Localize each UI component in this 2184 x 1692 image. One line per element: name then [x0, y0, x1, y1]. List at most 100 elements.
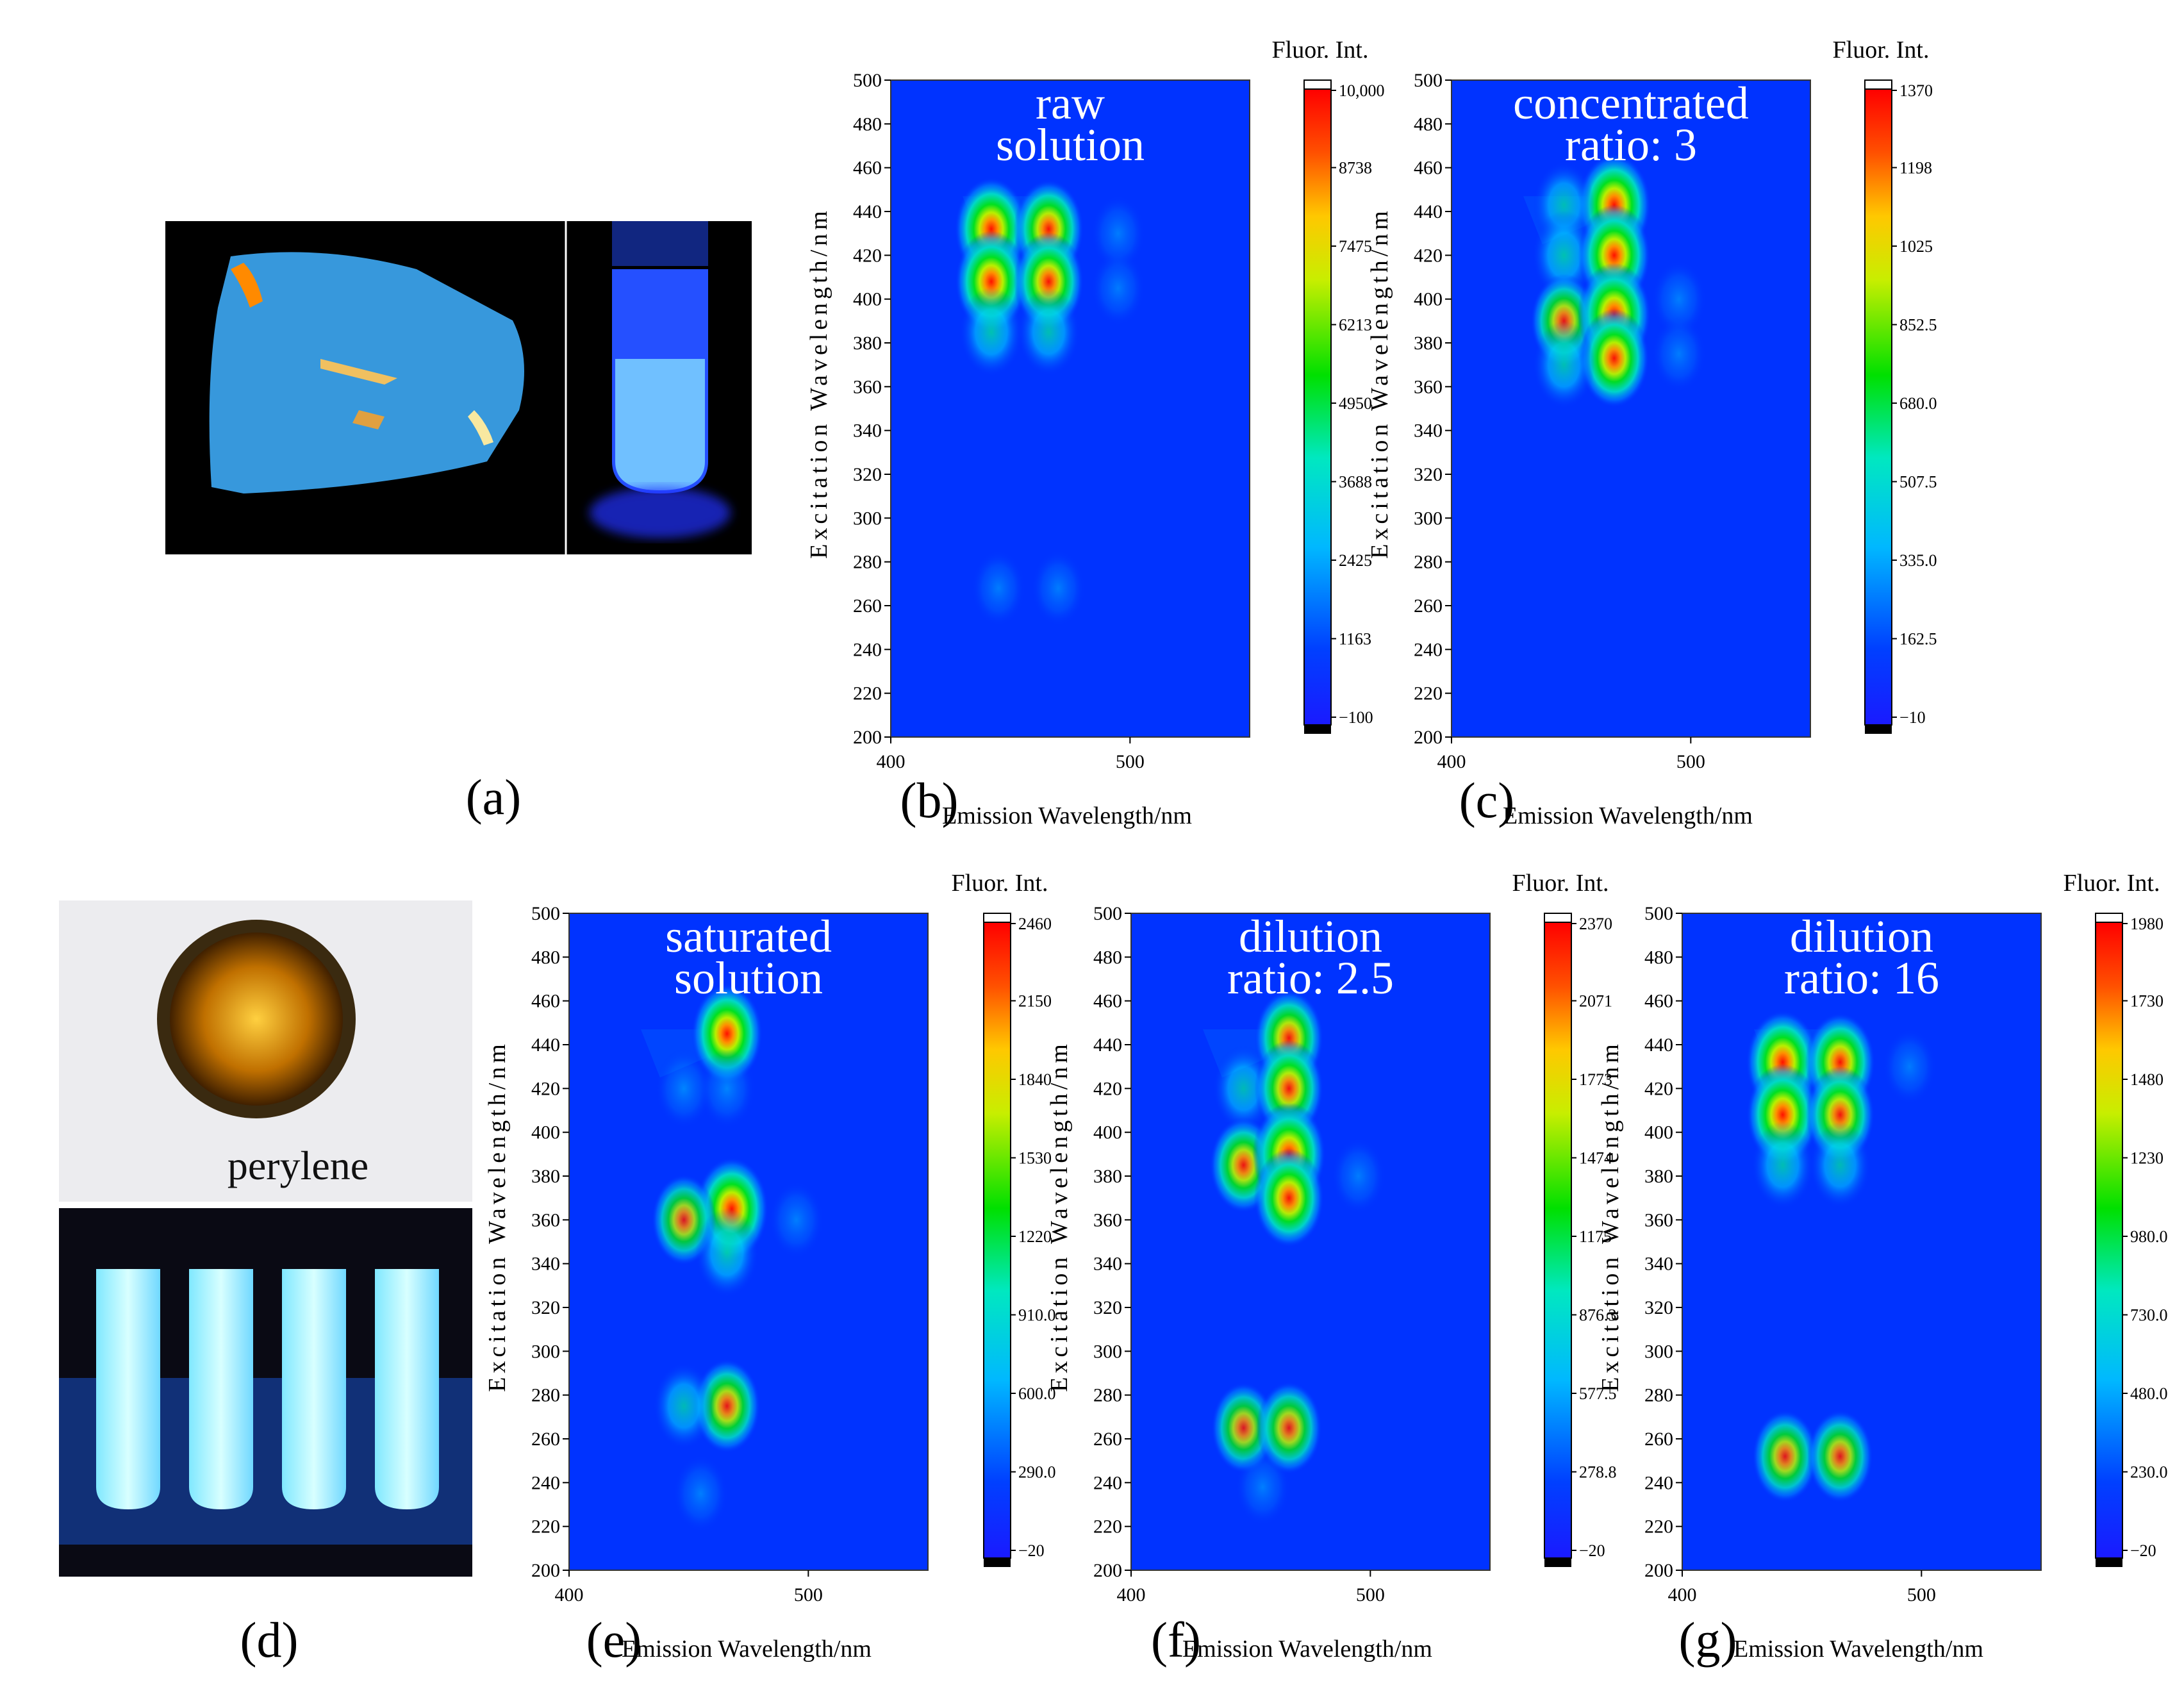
colorbar-over [1303, 79, 1332, 90]
y-axis-label: Excitation Wavelength/nm [484, 1040, 511, 1392]
colorbar-title: Fluor. Int. [2064, 870, 2160, 897]
heatmap-peak [653, 1363, 715, 1450]
vial-cap [612, 221, 708, 266]
y-tick-label: 240 [1093, 1472, 1122, 1493]
colorbar-tick-label: 1220 [1018, 1227, 1052, 1246]
y-tick-label: 260 [1644, 1429, 1673, 1450]
heatmap-peak [1532, 320, 1596, 409]
y-tick-label: 400 [1644, 1122, 1673, 1143]
x-tick-label: 400 [1117, 1584, 1146, 1605]
x-axis-label: Emission Wavelength/nm [1733, 1636, 1983, 1663]
colorbar-tick-label: 507.5 [1899, 473, 1937, 492]
colorbar-tick-label: 730.0 [2130, 1306, 2168, 1325]
colorbar-tick-label: 680.0 [1899, 394, 1937, 413]
y-tick-label: 340 [1414, 420, 1443, 442]
colorbar-under [1544, 1558, 1571, 1567]
x-tick-label: 500 [1356, 1584, 1385, 1605]
y-tick-label: 220 [531, 1516, 560, 1538]
colorbar-tick-label: 278.8 [1579, 1463, 1617, 1482]
x-axis-label: Emission Wavelength/nm [1182, 1636, 1432, 1663]
y-tick-label: 460 [1644, 991, 1673, 1012]
chart-title-line: dilution [1239, 911, 1382, 962]
tube [375, 1269, 439, 1509]
plot-frame [568, 913, 929, 1571]
heatmap-peak [699, 1048, 756, 1129]
tube [282, 1269, 346, 1509]
y-axis-label: Excitation Wavelength/nm [1597, 1040, 1624, 1392]
chart-c: 200 220 240 260 280 300 320 340 360 380 400 420 440 4… [1366, 37, 1937, 829]
panel-label-f: (f) [1151, 1612, 1201, 1668]
heatmap-peak [1651, 315, 1706, 392]
colorbar-tick-label: 7475 [1339, 237, 1372, 256]
y-tick-label: 500 [1414, 70, 1443, 91]
y-tick-label: 340 [1644, 1254, 1673, 1275]
panel-label-a: (a) [466, 769, 522, 825]
amber-inclusion [231, 263, 263, 308]
amber-inclusion [468, 410, 493, 445]
x-axis-label: Emission Wavelength/nm [622, 1636, 872, 1663]
y-tick-label: 460 [1093, 991, 1122, 1012]
y-tick-label: 500 [531, 903, 560, 924]
y-tick-label: 400 [853, 289, 882, 310]
y-tick-label: 280 [531, 1385, 560, 1406]
heatmap-layer [954, 177, 1145, 626]
y-tick-label: 440 [1644, 1034, 1673, 1056]
y-tick-label: 260 [1414, 595, 1443, 617]
heatmap-peak [1809, 1122, 1871, 1209]
colorbar-tick-label: 1480 [2130, 1070, 2163, 1089]
chart-title-line: ratio: 2.5 [1227, 952, 1394, 1004]
colorbar-tick-label: −100 [1339, 708, 1373, 727]
heatmap-peak [673, 1455, 728, 1532]
x-tick-label: 500 [1907, 1584, 1936, 1605]
colorbar-title: Fluor. Int. [1512, 870, 1609, 897]
chart-title-line: solution [674, 952, 823, 1004]
colorbar-tick-label: 10,000 [1339, 81, 1385, 100]
colorbar-title: Fluor. Int. [1833, 37, 1930, 63]
heatmap-layer [1746, 1010, 1937, 1503]
x-tick-label: 500 [1116, 751, 1145, 772]
x-tick-label: 500 [794, 1584, 823, 1605]
colorbar-tick-label: 230.0 [2130, 1463, 2168, 1482]
y-tick-label: 500 [853, 70, 882, 91]
heatmap-peak [1807, 1410, 1873, 1503]
chart-title-line: concentrated [1513, 78, 1749, 129]
heatmap-peak [655, 1048, 713, 1129]
y-tick-label: 220 [1093, 1516, 1122, 1538]
colorbar [1544, 922, 1572, 1559]
charts: 200 220 240 260 280 300 320 340 360 380 400 420 440 4… [484, 37, 2168, 1668]
y-tick-label: 440 [531, 1034, 560, 1056]
plot-frame [1130, 913, 1491, 1571]
colorbar-tick-label: 600.0 [1018, 1384, 1056, 1403]
heatmap-peak [1091, 250, 1145, 326]
x-tick-label: 500 [1676, 751, 1705, 772]
y-tick-label: 240 [1414, 639, 1443, 660]
y-tick-label: 320 [853, 464, 882, 485]
heatmap-peak [1253, 1149, 1325, 1248]
y-tick-label: 280 [853, 552, 882, 573]
y-tick-label: 480 [853, 113, 882, 135]
y-tick-label: 200 [1644, 1560, 1673, 1581]
colorbar-tick-label: 1980 [2130, 915, 2163, 933]
heatmap-layer [1203, 989, 1386, 1526]
colorbar [2095, 922, 2123, 1559]
colorbar-tick-label: 1730 [2130, 992, 2163, 1011]
colorbar-tick-label: 2460 [1018, 915, 1052, 933]
y-tick-label: 440 [853, 201, 882, 222]
y-tick-label: 400 [1093, 1122, 1122, 1143]
colorbar-tick-label: 1773 [1579, 1070, 1612, 1089]
heatmap-peak [1017, 288, 1080, 376]
y-tick-label: 420 [853, 245, 882, 266]
y-tick-label: 460 [531, 991, 560, 1012]
colorbar-under [2096, 1558, 2122, 1567]
heatmap-layer [641, 983, 824, 1532]
colorbar-tick-label: 290.0 [1018, 1463, 1056, 1482]
heatmap-peak [1752, 1410, 1818, 1503]
colorbar-under [984, 1558, 1011, 1567]
chart-title-line: saturated [665, 911, 832, 962]
chart-g: 200 220 240 260 280 300 320 340 360 380 400 420 440 4… [1597, 870, 2168, 1668]
colorbar-tick-label: −20 [1018, 1541, 1045, 1560]
panel-label-b: (b) [900, 772, 959, 828]
colorbar-tick-label: 1163 [1339, 630, 1371, 649]
y-tick-label: 340 [1093, 1254, 1122, 1275]
colorbar-tick-label: −20 [1579, 1541, 1605, 1560]
